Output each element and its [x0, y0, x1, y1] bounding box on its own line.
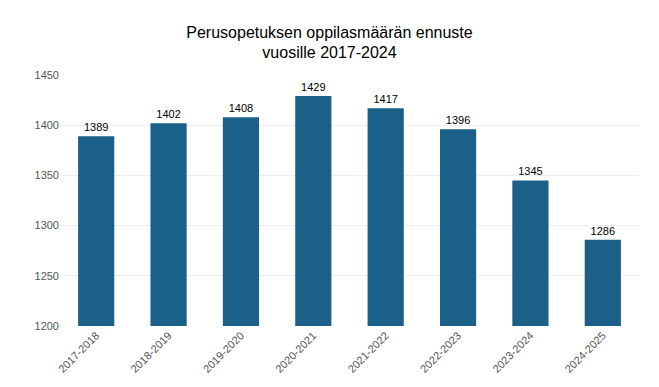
- svg-text:1408: 1408: [229, 102, 253, 114]
- svg-text:2020-2021: 2020-2021: [273, 329, 319, 375]
- svg-text:1450: 1450: [35, 69, 59, 81]
- svg-text:2021-2022: 2021-2022: [345, 329, 391, 375]
- svg-text:2018-2019: 2018-2019: [128, 329, 174, 375]
- svg-text:1286: 1286: [591, 225, 615, 237]
- svg-text:1200: 1200: [35, 320, 59, 332]
- svg-text:1429: 1429: [301, 81, 325, 93]
- svg-text:Perusopetuksen oppilasmäärän e: Perusopetuksen oppilasmäärän ennustevuos…: [186, 24, 473, 62]
- svg-text:2024-2025: 2024-2025: [562, 329, 608, 375]
- svg-text:2019-2020: 2019-2020: [201, 329, 247, 375]
- svg-text:1389: 1389: [84, 121, 108, 133]
- svg-text:1396: 1396: [446, 114, 470, 126]
- svg-text:1250: 1250: [35, 270, 59, 282]
- svg-text:1402: 1402: [156, 108, 180, 120]
- svg-text:1400: 1400: [35, 119, 59, 131]
- svg-text:1350: 1350: [35, 169, 59, 181]
- svg-text:1417: 1417: [373, 93, 397, 105]
- svg-text:1345: 1345: [518, 165, 542, 177]
- svg-text:2017-2018: 2017-2018: [56, 329, 102, 375]
- svg-text:1300: 1300: [35, 219, 59, 231]
- svg-text:2023-2024: 2023-2024: [490, 329, 536, 375]
- svg-text:2022-2023: 2022-2023: [418, 329, 464, 375]
